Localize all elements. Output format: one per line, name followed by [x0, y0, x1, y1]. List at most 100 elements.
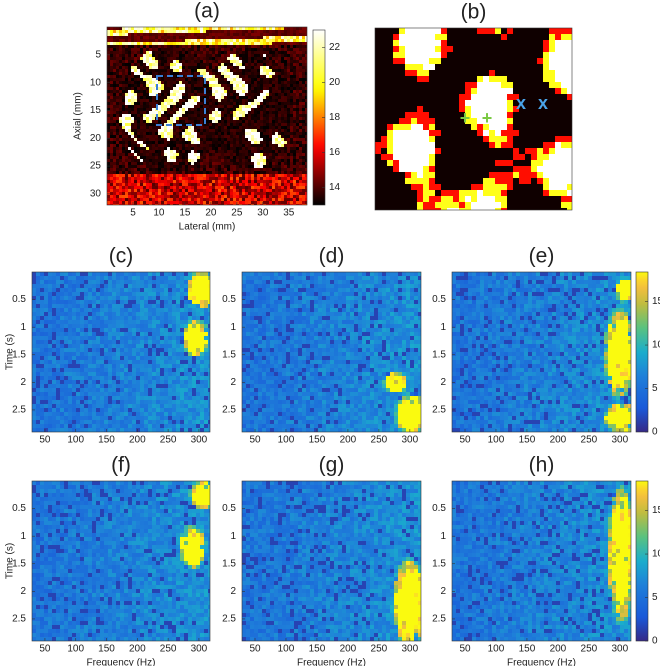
heatmap-cell — [290, 45, 293, 48]
heatmap-cell — [302, 96, 305, 99]
heatmap-cell — [146, 81, 149, 84]
heatmap-cell — [188, 63, 191, 66]
heatmap-cell — [128, 147, 131, 150]
heatmap-cell — [561, 88, 567, 94]
heatmap-cell — [254, 138, 257, 141]
heatmap-cell — [182, 183, 185, 186]
heatmap-cell — [447, 118, 453, 124]
heatmap-cell — [272, 153, 275, 156]
heatmap-cell — [134, 114, 137, 117]
heatmap-cell — [272, 171, 275, 174]
heatmap-cell — [302, 183, 305, 186]
heatmap-cell — [266, 66, 269, 69]
heatmap-cell — [248, 42, 251, 45]
heatmap-cell — [251, 30, 254, 33]
heatmap-cell — [173, 60, 176, 63]
heatmap-cell — [275, 102, 278, 105]
heatmap-cell — [191, 168, 194, 171]
heatmap-cell — [182, 93, 185, 96]
heatmap-cell — [155, 60, 158, 63]
heatmap-cell — [128, 123, 131, 126]
heatmap-cell — [221, 99, 224, 102]
heatmap-cell — [447, 46, 453, 52]
heatmap-cell — [387, 58, 393, 64]
heatmap-cell — [269, 57, 272, 60]
heatmap-cell — [275, 150, 278, 153]
heatmap-cell — [299, 72, 302, 75]
heatmap-cell — [537, 160, 543, 166]
heatmap-cell — [245, 120, 248, 123]
heatmap-cell — [260, 63, 263, 66]
heatmap-cell — [227, 141, 230, 144]
heatmap-cell — [302, 72, 305, 75]
heatmap-cell — [236, 69, 239, 72]
heatmap-cell — [281, 63, 284, 66]
heatmap-cell — [275, 45, 278, 48]
heatmap-cell — [375, 166, 381, 172]
heatmap-cell — [110, 123, 113, 126]
heatmap-cell — [173, 129, 176, 132]
heatmap-cell — [263, 57, 266, 60]
heatmap-cell — [194, 141, 197, 144]
heatmap-cell — [525, 34, 531, 40]
heatmap-cell — [260, 57, 263, 60]
heatmap-cell — [236, 156, 239, 159]
heatmap-cell — [128, 111, 131, 114]
heatmap-cell — [194, 171, 197, 174]
heatmap-cell — [179, 45, 182, 48]
heatmap-cell — [209, 30, 212, 33]
heatmap-cell — [203, 159, 206, 162]
heatmap-cell — [272, 117, 275, 120]
heatmap-cell — [287, 144, 290, 147]
heatmap-cell — [113, 39, 116, 42]
heatmap-cell — [152, 180, 155, 183]
heatmap-cell — [275, 195, 278, 198]
heatmap-cell — [254, 174, 257, 177]
heatmap-cell — [164, 45, 167, 48]
heatmap-cell — [453, 58, 459, 64]
heatmap-cell — [212, 153, 215, 156]
heatmap-cell — [230, 159, 233, 162]
heatmap-cell — [203, 201, 206, 204]
heatmap-cell — [393, 64, 399, 70]
heatmap-cell — [293, 96, 296, 99]
heatmap-cell — [471, 172, 477, 178]
heatmap-cell — [375, 118, 381, 124]
heatmap-cell — [287, 84, 290, 87]
y-tick-label: 10 — [90, 77, 102, 88]
heatmap-cell — [387, 34, 393, 40]
heatmap-cell — [299, 57, 302, 60]
heatmap-cell — [197, 117, 200, 120]
heatmap-cell — [453, 88, 459, 94]
heatmap-cell — [194, 120, 197, 123]
heatmap-cell — [245, 48, 248, 51]
heatmap-cell — [188, 192, 191, 195]
heatmap-cell — [140, 90, 143, 93]
heatmap-cell — [152, 84, 155, 87]
heatmap-cell — [236, 171, 239, 174]
heatmap-cell — [263, 93, 266, 96]
heatmap-cell — [251, 42, 254, 45]
heatmap-cell — [272, 180, 275, 183]
heatmap-cell — [212, 36, 215, 39]
heatmap-cell — [188, 69, 191, 72]
heatmap-cell — [239, 138, 242, 141]
heatmap-cell — [447, 82, 453, 88]
heatmap-cell — [278, 159, 281, 162]
heatmap-cell — [284, 69, 287, 72]
heatmap-cell — [221, 189, 224, 192]
heatmap-cell — [152, 198, 155, 201]
heatmap-cell — [543, 70, 549, 76]
heatmap-cell — [447, 88, 453, 94]
heatmap-cell — [489, 82, 495, 88]
heatmap-cell — [537, 118, 543, 124]
heatmap-cell — [218, 87, 221, 90]
x-tick-label: 15 — [179, 208, 191, 219]
heatmap-cell — [251, 111, 254, 114]
heatmap-cell — [155, 69, 158, 72]
heatmap-cell — [155, 135, 158, 138]
heatmap-cell — [287, 57, 290, 60]
heatmap-cell — [131, 120, 134, 123]
heatmap-cell — [266, 84, 269, 87]
heatmap-cell — [170, 51, 173, 54]
